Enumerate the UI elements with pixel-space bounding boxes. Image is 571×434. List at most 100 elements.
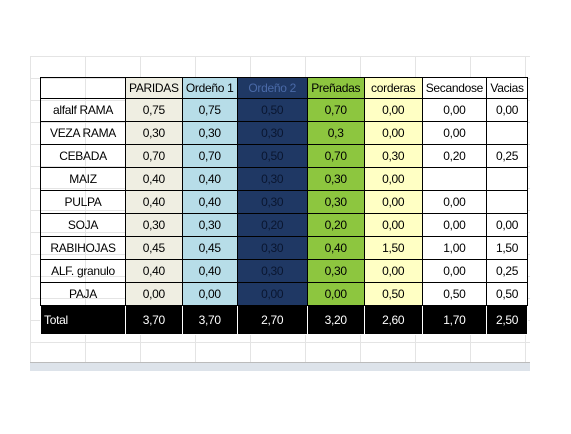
cell: 0,30 <box>363 144 423 168</box>
cell: 0,00 <box>363 98 423 122</box>
cell: 0,00 <box>363 121 423 145</box>
cell: 0,30 <box>236 190 308 214</box>
cell: 0,30 <box>125 121 183 145</box>
cell: 0,00 <box>421 259 488 283</box>
cell: 0,00 <box>486 98 529 122</box>
cell: 1,50 <box>486 236 529 260</box>
cell: 0,00 <box>486 213 529 237</box>
cell <box>486 190 529 214</box>
cell: alfalf RAMA <box>40 98 126 122</box>
cell: 0,40 <box>181 167 238 191</box>
cell: 0,00 <box>363 190 423 214</box>
cell: Secandose <box>421 77 488 99</box>
cell: 0,70 <box>306 144 365 168</box>
data-row: MAIZ 0,40 0,40 0,30 0,30 0,00 <box>40 167 529 191</box>
cell: 0,30 <box>306 190 365 214</box>
cell: 0,00 <box>421 98 488 122</box>
cell: 0,50 <box>486 282 529 306</box>
cell: 0,30 <box>306 259 365 283</box>
cell: SOJA <box>40 213 126 237</box>
cell: 0,30 <box>306 167 365 191</box>
cell: 2,60 <box>363 305 423 335</box>
cell: 0,30 <box>125 213 183 237</box>
cell: 0,00 <box>306 282 365 306</box>
cell: 0,30 <box>181 121 238 145</box>
cell: 0,30 <box>236 121 308 145</box>
data-row: CEBADA 0,70 0,70 0,50 0,70 0,30 0,20 0,25 <box>40 144 529 168</box>
cell: 0,00 <box>421 121 488 145</box>
cell: 0,00 <box>363 167 423 191</box>
cell: 0,00 <box>363 213 423 237</box>
cell: 0,50 <box>236 98 308 122</box>
cell: 0,00 <box>181 282 238 306</box>
cell: RABIHOJAS <box>40 236 126 260</box>
cell: 0,25 <box>486 144 529 168</box>
cell: PARIDAS <box>125 77 183 99</box>
cell: 0,25 <box>486 259 529 283</box>
cell: ALF. granulo <box>40 259 126 283</box>
cell: 0,40 <box>181 190 238 214</box>
cell: 0,30 <box>236 236 308 260</box>
data-row: PULPA 0,40 0,40 0,30 0,30 0,00 0,00 <box>40 190 529 214</box>
cell: 0,40 <box>125 259 183 283</box>
cell: 0,20 <box>236 213 308 237</box>
cell: MAIZ <box>40 167 126 191</box>
cell: 0,00 <box>421 213 488 237</box>
cell: 0,00 <box>363 259 423 283</box>
cell: 3,70 <box>125 305 183 335</box>
cell <box>421 167 488 191</box>
cell: 0,00 <box>125 282 183 306</box>
cell: 0,45 <box>125 236 183 260</box>
cell: 0,75 <box>181 98 238 122</box>
scrollbar <box>30 362 530 371</box>
cell: 0,50 <box>363 282 423 306</box>
cell: 0,30 <box>236 259 308 283</box>
cell: 0,20 <box>421 144 488 168</box>
total-row: Total 3,70 3,70 2,70 3,20 2,60 1,70 2,50 <box>40 305 529 335</box>
corner-cell <box>40 77 126 99</box>
cell: 3,70 <box>181 305 238 335</box>
cell: PULPA <box>40 190 126 214</box>
cell: 0,50 <box>421 282 488 306</box>
cell: 0,70 <box>125 144 183 168</box>
data-row: PAJA 0,00 0,00 0,00 0,00 0,50 0,50 0,50 <box>40 282 529 306</box>
cell <box>486 167 529 191</box>
cell: 0,40 <box>306 236 365 260</box>
cell: 0,00 <box>236 282 308 306</box>
data-row: ALF. granulo 0,40 0,40 0,30 0,30 0,00 0,00 0,25 <box>40 259 529 283</box>
cell: 0,40 <box>181 259 238 283</box>
cell: 0,75 <box>125 98 183 122</box>
data-row: VEZA RAMA 0,30 0,30 0,30 0,3 0,00 0,00 <box>40 121 529 145</box>
cell: 0,3 <box>306 121 365 145</box>
cell: 0,30 <box>236 167 308 191</box>
cell: 0,30 <box>181 213 238 237</box>
data-row: alfalf RAMA 0,75 0,75 0,50 0,70 0,00 0,00 0,00 <box>40 98 529 122</box>
cell: 3,20 <box>306 305 365 335</box>
cell: 0,70 <box>181 144 238 168</box>
cell: 1,70 <box>421 305 488 335</box>
data-row: RABIHOJAS 0,45 0,45 0,30 0,40 1,50 1,00 1,50 <box>40 236 529 260</box>
cell: 2,70 <box>236 305 308 335</box>
cell: VEZA RAMA <box>40 121 126 145</box>
data-table: PARIDAS Ordeño 1 Ordeño 2 Preñadas corderas S… <box>40 77 529 335</box>
cell: Vacias <box>486 77 529 99</box>
cell: 0,45 <box>181 236 238 260</box>
cell: Ordeño 2 <box>236 77 308 99</box>
cell: 1,50 <box>363 236 423 260</box>
cell: corderas <box>363 77 423 99</box>
cell: 0,70 <box>306 98 365 122</box>
cell: 0,40 <box>125 190 183 214</box>
cell: 0,40 <box>125 167 183 191</box>
cell: 0,00 <box>421 190 488 214</box>
cell <box>486 121 529 145</box>
cell: 2,50 <box>486 305 529 335</box>
data-row: SOJA 0,30 0,30 0,20 0,20 0,00 0,00 0,00 <box>40 213 529 237</box>
cell: CEBADA <box>40 144 126 168</box>
cell: Total <box>40 305 126 335</box>
cell: 1,00 <box>421 236 488 260</box>
cell: Ordeño 1 <box>181 77 238 99</box>
cell: Preñadas <box>306 77 365 99</box>
cell: 0,50 <box>236 144 308 168</box>
cell: 0,20 <box>306 213 365 237</box>
